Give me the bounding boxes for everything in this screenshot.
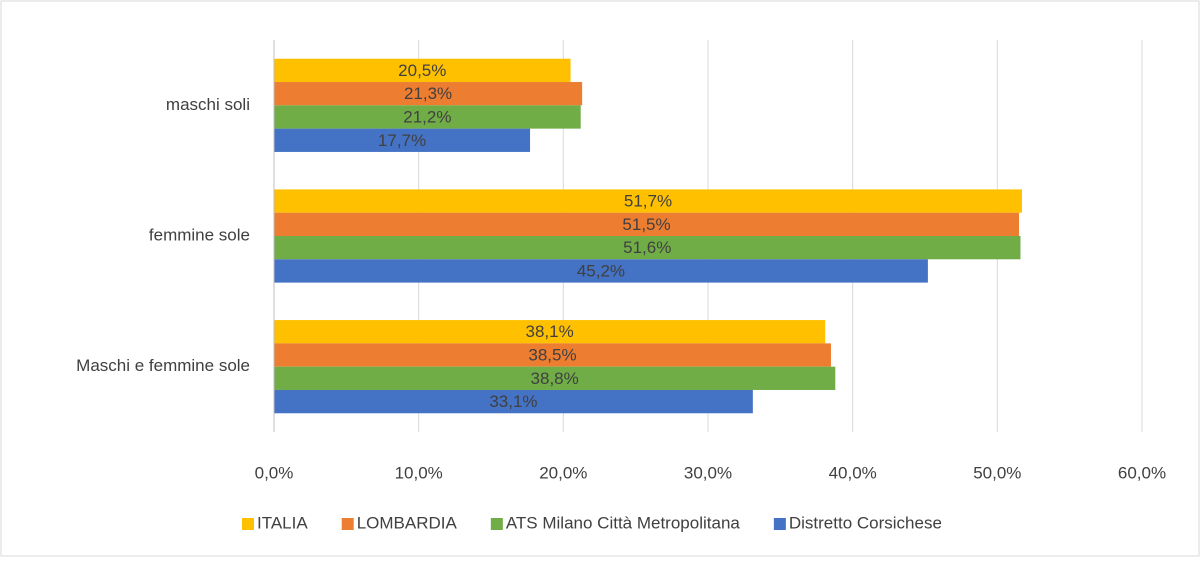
data-label: 20,5% (398, 61, 446, 80)
data-label: 33,1% (489, 392, 537, 411)
legend-swatch (341, 518, 354, 530)
data-label: 17,7% (378, 131, 426, 150)
x-tick-label: 50,0% (973, 463, 1021, 482)
data-label: 51,7% (624, 192, 672, 211)
x-tick-label: 40,0% (829, 463, 877, 482)
bar (274, 343, 831, 367)
data-label: 38,5% (528, 346, 576, 365)
data-label: 38,8% (531, 369, 579, 388)
y-tick-label: femmine sole (149, 225, 250, 244)
bar (274, 389, 753, 414)
legend-label: ITALIA (257, 513, 308, 532)
legend-label: ATS Milano Città Metropolitana (506, 513, 741, 532)
bar (274, 236, 1021, 260)
legend-label: LOMBARDIA (357, 513, 458, 532)
bar (274, 105, 581, 129)
data-label: 51,5% (622, 215, 670, 234)
bar (274, 366, 836, 390)
legend-swatch (242, 518, 254, 530)
bar (274, 82, 583, 106)
x-tick-label: 30,0% (684, 463, 732, 482)
data-label: 51,6% (623, 238, 671, 257)
legend-swatch (773, 518, 786, 530)
x-tick-label: 20,0% (539, 463, 587, 482)
data-label: 45,2% (577, 261, 625, 280)
data-label: 38,1% (525, 322, 573, 341)
x-tick-label: 10,0% (395, 463, 443, 482)
bar (274, 320, 826, 344)
y-tick-label: Maschi e femmine sole (76, 356, 250, 375)
bar (274, 58, 571, 83)
x-tick-label: 0,0% (255, 463, 294, 482)
legend-swatch (490, 518, 503, 530)
bar (274, 128, 531, 152)
legend-label: Distretto Corsichese (789, 513, 942, 532)
bar (274, 259, 928, 283)
y-tick-label: maschi soli (166, 95, 250, 114)
x-tick-label: 60,0% (1118, 463, 1166, 482)
bar (274, 212, 1020, 236)
data-label: 21,3% (404, 84, 452, 103)
bar (274, 189, 1022, 213)
data-label: 21,2% (403, 107, 451, 126)
